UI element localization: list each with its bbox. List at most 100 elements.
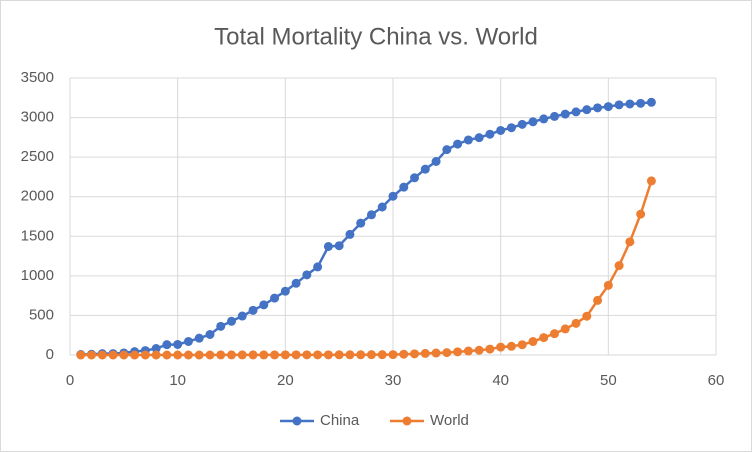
y-tick-label: 3500 (21, 69, 54, 86)
data-point (205, 350, 215, 360)
data-point (173, 339, 183, 349)
data-point (76, 350, 86, 360)
data-point (194, 333, 204, 343)
data-point (388, 191, 398, 201)
data-point (528, 117, 538, 127)
data-point (162, 350, 172, 360)
data-point (410, 349, 420, 359)
data-point (431, 348, 441, 358)
y-tick-label: 3000 (21, 109, 54, 126)
y-tick-label: 2500 (21, 148, 54, 165)
data-point (496, 125, 506, 135)
data-point (280, 286, 290, 296)
data-point (259, 350, 269, 360)
data-point (302, 270, 312, 280)
data-point (550, 329, 559, 339)
data-point (313, 350, 323, 360)
legend-marker (402, 416, 412, 426)
data-point (366, 350, 376, 360)
data-point (248, 305, 258, 315)
data-point (539, 333, 549, 343)
data-point (302, 350, 312, 360)
data-point (614, 100, 624, 110)
data-point (614, 261, 624, 271)
legend-marker (292, 416, 302, 426)
data-point (388, 350, 398, 360)
legend-label: China (320, 412, 360, 429)
data-point (130, 350, 140, 360)
data-point (313, 262, 323, 272)
data-point (108, 350, 118, 360)
data-point (593, 295, 603, 305)
y-tick-label: 500 (29, 306, 54, 323)
data-point (593, 103, 603, 113)
data-point (571, 107, 581, 117)
data-point (183, 336, 193, 346)
data-point (140, 350, 150, 360)
data-point (151, 344, 161, 354)
data-point (625, 99, 635, 109)
data-point (420, 164, 430, 174)
legend-label: World (430, 412, 469, 429)
data-point (474, 345, 484, 355)
data-point (582, 105, 592, 115)
data-point (119, 350, 129, 360)
data-point (334, 350, 344, 360)
data-point (377, 202, 387, 212)
data-point (345, 350, 355, 360)
data-point (550, 111, 559, 121)
y-tick-label: 0 (46, 346, 54, 363)
data-point (205, 330, 215, 340)
data-point (442, 145, 452, 155)
data-point (496, 342, 506, 352)
data-point (625, 237, 635, 247)
data-point (345, 229, 355, 239)
data-point (420, 348, 430, 358)
data-point (636, 209, 646, 219)
data-point (410, 173, 420, 183)
data-point (603, 280, 613, 290)
data-point (442, 348, 452, 358)
x-tick-label: 50 (600, 372, 617, 389)
data-point (227, 350, 236, 360)
data-point (463, 135, 473, 145)
x-tick-label: 0 (66, 372, 74, 389)
data-point (194, 350, 204, 360)
data-point (183, 350, 193, 360)
data-point (539, 114, 549, 124)
data-point (453, 347, 463, 357)
data-point (377, 350, 387, 360)
data-point (453, 139, 463, 149)
x-tick-label: 60 (708, 372, 725, 389)
data-point (280, 350, 290, 360)
data-point (356, 350, 366, 360)
data-point (237, 350, 247, 360)
data-point (237, 311, 247, 321)
data-point (399, 349, 409, 359)
data-point (356, 218, 366, 228)
data-point (270, 293, 280, 303)
data-point (248, 350, 258, 360)
data-point (323, 241, 333, 251)
data-point (270, 350, 280, 360)
data-point (173, 350, 183, 360)
y-tick-label: 2000 (21, 188, 54, 205)
data-point (323, 350, 333, 360)
data-point (528, 337, 538, 347)
data-point (560, 324, 570, 334)
data-point (463, 346, 473, 356)
data-point (517, 119, 527, 129)
chart-title: Total Mortality China vs. World (214, 23, 538, 50)
data-point (216, 350, 226, 360)
x-tick-label: 40 (492, 372, 509, 389)
data-point (399, 182, 409, 192)
data-point (431, 156, 441, 166)
data-point (485, 129, 495, 139)
y-tick-label: 1000 (21, 267, 54, 284)
data-point (506, 123, 516, 133)
data-point (646, 176, 656, 186)
data-point (582, 311, 592, 321)
data-point (646, 97, 656, 107)
data-point (151, 350, 161, 360)
